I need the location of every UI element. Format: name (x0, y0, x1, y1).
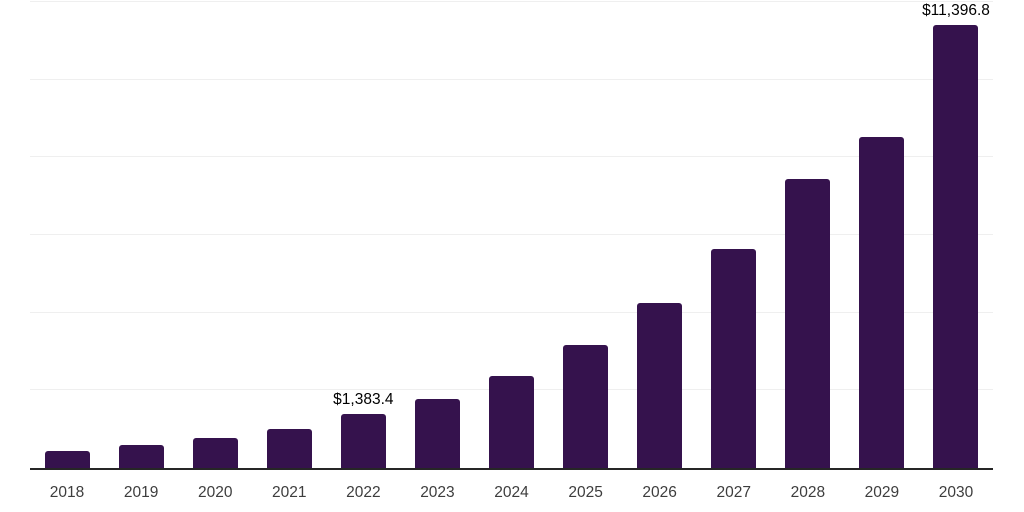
bar-2019 (118, 445, 164, 468)
x-tick-label-2020: 2020 (197, 484, 233, 501)
bar-2030 (933, 25, 979, 468)
gridline (30, 234, 993, 235)
bar-slot-2024 (474, 0, 548, 468)
bar-slot-2026 (623, 0, 697, 468)
plot-area: $1,383.4 $11,396.8 (30, 0, 993, 470)
bar-slot-2028 (771, 0, 845, 468)
x-tick-label-2018: 2018 (49, 484, 85, 501)
bar-2023 (414, 398, 460, 468)
bar-slot-2029 (845, 0, 919, 468)
x-tick-label-2019: 2019 (123, 484, 159, 501)
bar-2025 (563, 344, 609, 468)
bar-2028 (785, 179, 831, 468)
bar-2029 (859, 137, 905, 468)
bar-2020 (192, 437, 238, 468)
bar-slot-2018 (30, 0, 104, 468)
bar-slot-2027 (697, 0, 771, 468)
x-tick-label-2026: 2026 (642, 484, 677, 501)
bar-slot-2019 (104, 0, 178, 468)
bar-slot-2020 (178, 0, 252, 468)
bar-slot-2022: $1,383.4 (326, 0, 400, 468)
bar-2027 (711, 248, 757, 468)
x-tick-label-2021: 2021 (272, 484, 307, 501)
x-tick-label-2024: 2024 (494, 484, 529, 501)
bars-container: $1,383.4 $11,396.8 (30, 0, 993, 468)
x-tick-label-2028: 2028 (790, 484, 826, 501)
data-label-2030: $11,396.8 (922, 2, 990, 20)
x-tick-label-2030: 2030 (938, 484, 974, 501)
x-tick-label-2022: 2022 (346, 484, 381, 501)
bar-slot-2025 (549, 0, 623, 468)
x-tick-label-2023: 2023 (420, 484, 455, 501)
x-axis-labels: 2018 2019 2020 2021 2022 2023 2024 2025 2026 2027… (30, 484, 993, 502)
gridline (30, 156, 993, 158)
x-tick-label-2029: 2029 (864, 484, 900, 501)
gridline (30, 78, 993, 80)
bar-slot-2030: $11,396.8 (919, 0, 993, 468)
bar-slot-2023 (400, 0, 474, 468)
bar-2018 (44, 451, 90, 468)
bar-2024 (489, 375, 534, 468)
bar-2026 (637, 303, 683, 468)
bar-slot-2021 (252, 0, 326, 468)
x-tick-label-2027: 2027 (716, 484, 751, 501)
bar-2022 (340, 414, 386, 468)
x-tick-label-2025: 2025 (568, 484, 603, 501)
gridline (30, 311, 993, 313)
bar-2021 (266, 428, 312, 468)
data-label-2022: $1,383.4 (333, 391, 394, 409)
gridline (30, 1, 993, 2)
x-axis-line (30, 468, 993, 470)
